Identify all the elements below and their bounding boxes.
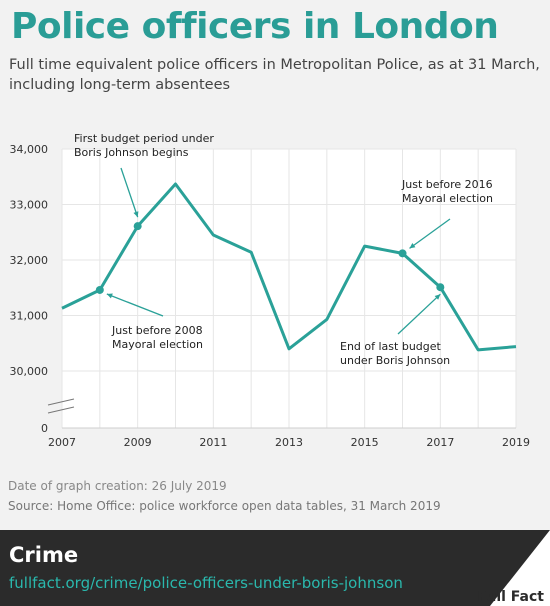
x-tick-label: 2013 xyxy=(275,436,303,449)
annotation-arrowhead xyxy=(106,293,113,299)
annotation-label: Just before 2008 xyxy=(111,324,203,337)
creation-date: Date of graph creation: 26 July 2019 xyxy=(8,479,227,493)
annotation-label: Mayoral election xyxy=(112,338,203,351)
y-tick-label: 34,000 xyxy=(10,143,49,156)
x-tick-label: 2007 xyxy=(48,436,76,449)
annotation-arrowhead xyxy=(409,243,416,249)
y-tick-label: 32,000 xyxy=(10,254,49,267)
annotation-arrow xyxy=(120,167,139,218)
footer-url-link[interactable]: fullfact.org/crime/police-officers-under… xyxy=(9,574,403,592)
y-tick-label: 33,000 xyxy=(10,199,49,212)
annotation-label: End of last budget xyxy=(340,340,442,353)
source-note: Source: Home Office: police workforce op… xyxy=(8,499,441,513)
axis-break-mark xyxy=(47,398,75,406)
annotation-arrowhead xyxy=(133,211,139,218)
full-fact-logo-icon xyxy=(490,530,550,606)
annotation-label: First budget period under xyxy=(74,132,214,145)
y-tick-label: 30,000 xyxy=(10,365,49,378)
axis-break-mark xyxy=(47,406,75,414)
annotation-arrow xyxy=(106,293,164,317)
x-tick-label: 2009 xyxy=(124,436,152,449)
annotation-label: under Boris Johnson xyxy=(340,354,450,367)
y-tick-label: 0 xyxy=(41,422,48,435)
chart-subtitle: Full time equivalent police officers in … xyxy=(9,57,540,93)
data-point xyxy=(133,222,142,231)
x-tick-label: 2015 xyxy=(351,436,379,449)
annotation-arrow xyxy=(397,293,441,335)
footer-category: Crime xyxy=(9,543,79,567)
footer-bar: Crime fullfact.org/crime/police-officers… xyxy=(0,530,550,606)
data-point xyxy=(398,249,407,258)
x-tick-label: 2011 xyxy=(199,436,227,449)
x-tick-label: 2019 xyxy=(502,436,530,449)
brand-name: Full Fact xyxy=(477,589,545,605)
data-point xyxy=(95,285,104,294)
y-tick-label: 31,000 xyxy=(10,310,49,323)
annotation-arrowhead xyxy=(434,294,441,300)
annotation-label: Just before 2016 xyxy=(401,178,493,191)
annotation-label: Mayoral election xyxy=(402,192,493,205)
data-point xyxy=(436,283,445,292)
annotation-label: Boris Johnson begins xyxy=(74,146,189,159)
x-tick-label: 2017 xyxy=(426,436,454,449)
chart-title: Police officers in London xyxy=(11,6,499,47)
annotation-arrow xyxy=(409,218,451,249)
